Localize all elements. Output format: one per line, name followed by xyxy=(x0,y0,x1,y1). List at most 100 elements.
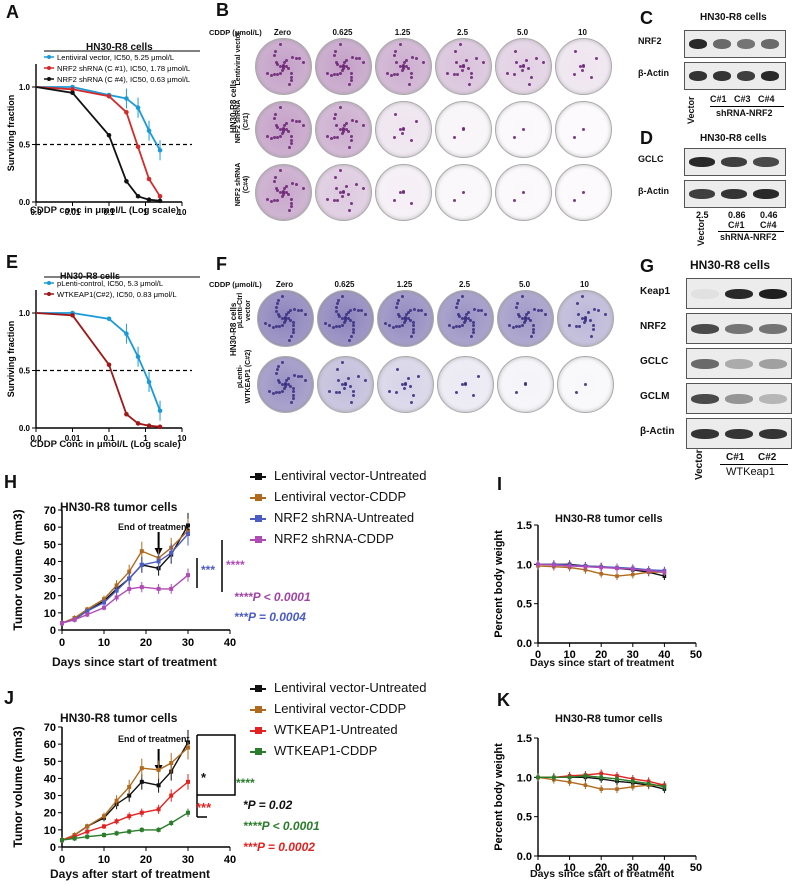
colony-dot xyxy=(340,132,344,136)
x-tick-label: 0 xyxy=(59,854,65,866)
colony-dot xyxy=(401,66,405,70)
colony-dot xyxy=(522,128,525,131)
colony-plate xyxy=(497,290,554,347)
colony-dot xyxy=(407,83,411,87)
x-tick-label: 0.1 xyxy=(103,434,115,443)
colony-dot xyxy=(327,323,331,327)
x-tick-label: 0 xyxy=(535,649,541,661)
colony-dot xyxy=(462,191,465,194)
colony-dot xyxy=(578,324,582,328)
colony-dot xyxy=(281,316,285,320)
colony-dot xyxy=(338,324,342,328)
colony-dot xyxy=(350,119,354,123)
data-point xyxy=(114,819,119,824)
colony-dot xyxy=(286,383,290,387)
data-point xyxy=(127,586,132,591)
colony-plate xyxy=(377,290,434,347)
blot-band xyxy=(691,358,719,369)
legend-marker xyxy=(255,515,262,522)
data-point xyxy=(70,90,75,96)
colony-dot xyxy=(289,335,293,339)
lane-label: Vector xyxy=(686,96,696,124)
panel-a-legend-title: HN30-R8 cells xyxy=(86,42,153,53)
panel-label-g: G xyxy=(640,256,655,276)
panel-h-title: HN30-R8 tumor cells xyxy=(60,500,178,514)
colony-dot xyxy=(409,384,413,388)
colony-dot xyxy=(278,381,282,385)
conc-label: 2.5 xyxy=(456,28,469,37)
panel-j-annotation: End of treatment xyxy=(118,734,190,744)
data-point xyxy=(114,583,119,588)
colony-dot xyxy=(340,195,344,199)
colony-dot xyxy=(447,323,451,327)
colony-dot xyxy=(279,169,283,173)
conc-label: Zero xyxy=(273,28,292,37)
data-point xyxy=(127,785,132,789)
panel-j-sig2: **** xyxy=(236,776,255,790)
colony-dot xyxy=(278,324,282,328)
colony-dot xyxy=(410,72,414,76)
colony-dot xyxy=(352,390,356,394)
colony-dot xyxy=(280,132,284,136)
blot-band xyxy=(761,71,779,81)
colony-dot xyxy=(581,295,585,299)
group-rule xyxy=(710,106,784,107)
colony-dot xyxy=(274,325,278,329)
colony-dot xyxy=(507,323,511,327)
colony-dot xyxy=(290,79,294,83)
data-point xyxy=(631,572,635,577)
lane-label: C#2 xyxy=(758,452,777,463)
panel-label-b: B xyxy=(216,0,229,20)
colony-dot xyxy=(292,308,296,312)
blot-band xyxy=(759,323,787,334)
colony-dot xyxy=(534,56,538,60)
data-point xyxy=(60,621,64,626)
y-tick-label: 20 xyxy=(44,808,56,820)
colony-dot xyxy=(282,321,286,325)
panel-j-pvalue3: ***P = 0.0002 xyxy=(243,840,315,854)
colony-dot xyxy=(298,57,302,61)
series-line-0 xyxy=(36,86,161,151)
legend-marker xyxy=(255,685,262,692)
colony-dot xyxy=(271,325,275,329)
blot-band xyxy=(759,393,787,404)
colony-dot xyxy=(410,56,414,60)
data-point xyxy=(186,573,190,578)
colony-dot xyxy=(346,317,350,321)
colony-plate xyxy=(315,38,372,95)
colony-dot xyxy=(347,66,351,70)
colony-dot xyxy=(352,393,356,397)
colony-dot xyxy=(505,71,509,75)
colony-dot xyxy=(464,312,468,316)
colony-dot xyxy=(524,58,528,62)
panel-d-western-blot: GCLC β-Actin 2.5 0.86 0.46 Vector C#1 C#4 shRNA-… xyxy=(638,146,793,246)
colony-dot xyxy=(344,184,348,188)
colony-dot xyxy=(394,391,398,395)
blot-band xyxy=(713,39,731,49)
y-tick-label: 0 xyxy=(50,842,56,854)
blot-strip xyxy=(684,148,786,176)
data-point xyxy=(599,787,603,791)
colony-dot xyxy=(529,318,533,322)
colony-dot xyxy=(406,376,410,380)
colony-dot xyxy=(472,327,476,331)
x-tick-label: 0.0 xyxy=(30,434,42,443)
x-tick-label: 10 xyxy=(98,854,110,866)
colony-dot xyxy=(349,318,353,322)
data-point xyxy=(599,775,603,780)
data-point xyxy=(536,775,540,780)
colony-dot xyxy=(289,308,293,312)
x-tick-label: 30 xyxy=(627,862,639,874)
colony-dot xyxy=(276,135,280,139)
colony-dot xyxy=(273,180,277,184)
panel-label-k: K xyxy=(497,690,510,710)
colony-dot xyxy=(472,393,476,397)
colony-dot xyxy=(274,123,278,127)
colony-dot xyxy=(349,384,353,388)
colony-dot xyxy=(352,308,356,312)
colony-dot xyxy=(272,73,276,77)
protein-label: GCLM xyxy=(640,390,670,402)
colony-dot xyxy=(343,318,347,322)
colony-dot xyxy=(342,387,346,391)
colony-dot xyxy=(327,389,331,393)
